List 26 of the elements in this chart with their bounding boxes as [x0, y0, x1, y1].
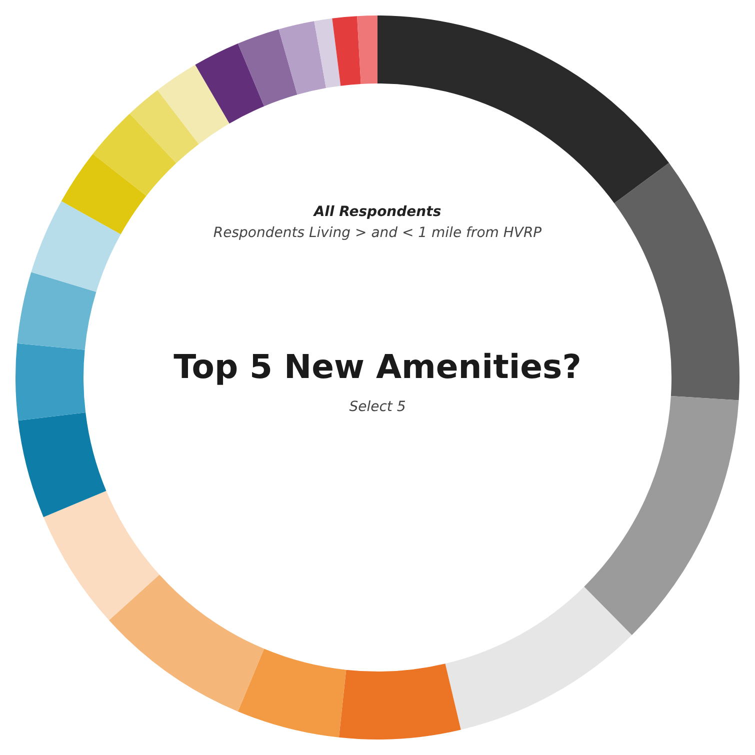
donut-slice	[61, 154, 146, 234]
text: Respondents Living > and < 1 mile from HVRP	[212, 224, 543, 242]
donut-slice	[584, 396, 739, 636]
donut-slice	[338, 664, 461, 740]
text: Select 5	[348, 398, 407, 416]
donut-slice	[238, 648, 346, 738]
donut-slice	[108, 574, 264, 712]
donut-slice	[92, 114, 176, 196]
donut-slice	[332, 16, 361, 86]
donut-slice	[195, 43, 264, 124]
donut-slice	[314, 18, 341, 88]
donut-slice	[378, 16, 670, 204]
donut-slice	[18, 412, 106, 518]
donut-slice	[43, 490, 160, 620]
donut-slice	[130, 90, 199, 164]
text: All Respondents	[312, 204, 442, 220]
donut-slice	[16, 343, 86, 421]
donut-slice	[357, 16, 378, 84]
donut-slice	[31, 201, 121, 292]
donut-slice	[278, 21, 326, 95]
donut-slice	[614, 162, 739, 400]
donut-slice	[445, 586, 632, 730]
text: Top 5 New Amenities?	[172, 347, 582, 387]
donut-slice	[157, 64, 230, 144]
donut-slice	[17, 272, 96, 350]
donut-slice	[238, 29, 298, 106]
